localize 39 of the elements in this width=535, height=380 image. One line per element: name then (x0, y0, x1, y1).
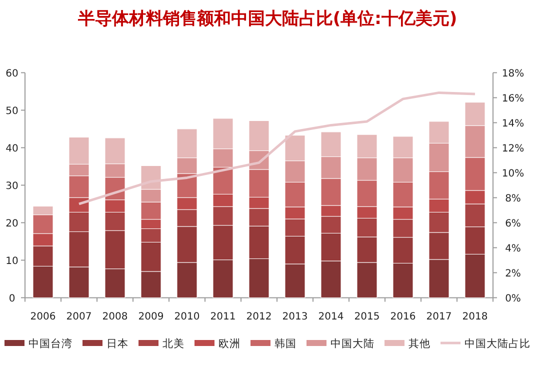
legend-label: 北美 (162, 337, 184, 350)
y2-tick-label: 12% (502, 144, 524, 155)
x-tick-label: 2015 (354, 312, 380, 323)
x-tick-label: 2013 (282, 312, 308, 323)
chart-title: 半导体材料销售额和中国大陆占比(单位:十亿美元) (76, 9, 458, 29)
y2-tick-label: 6% (505, 218, 521, 230)
y2-tick-label: 16% (502, 94, 524, 105)
y2-tick-label: 4% (505, 244, 521, 255)
x-tick-label: 2008 (102, 312, 128, 323)
x-tick-label: 2010 (174, 312, 200, 323)
y2-tick-label: 10% (502, 168, 524, 180)
legend-label: 中国大陆占比 (464, 337, 530, 350)
y-tick-label: 40 (6, 144, 18, 155)
y2-tick-label: 2% (505, 268, 521, 280)
x-tick-label: 2014 (318, 312, 344, 323)
x-tick-label: 2007 (66, 312, 92, 323)
x-tick-label: 2009 (138, 312, 164, 323)
x-tick-label: 2006 (30, 312, 56, 323)
legend-label: 韩国 (274, 337, 296, 350)
x-tick-label: 2012 (246, 312, 272, 323)
y-tick-label: 10 (6, 256, 18, 268)
x-tick-label: 2018 (462, 312, 488, 323)
x-tick-label: 2011 (210, 312, 236, 323)
legend-label: 中国大陆 (330, 337, 374, 350)
x-tick-label: 2016 (390, 312, 416, 323)
legend-label: 中国台湾 (28, 337, 72, 350)
y2-tick-label: 0% (505, 294, 521, 305)
y2-tick-label: 14% (502, 118, 524, 130)
legend-label: 日本 (106, 337, 128, 350)
x-tick-label: 2017 (426, 312, 452, 323)
legend-label: 其他 (408, 337, 430, 350)
y-tick-label: 50 (6, 106, 18, 118)
y-tick-label: 60 (6, 68, 18, 80)
legend-label: 欧洲 (218, 337, 240, 350)
y-tick-label: 30 (6, 181, 18, 192)
y2-tick-label: 8% (505, 194, 521, 205)
y2-tick-label: 18% (502, 68, 524, 80)
y-tick-label: 0 (8, 294, 16, 305)
y-tick-label: 20 (6, 218, 18, 230)
